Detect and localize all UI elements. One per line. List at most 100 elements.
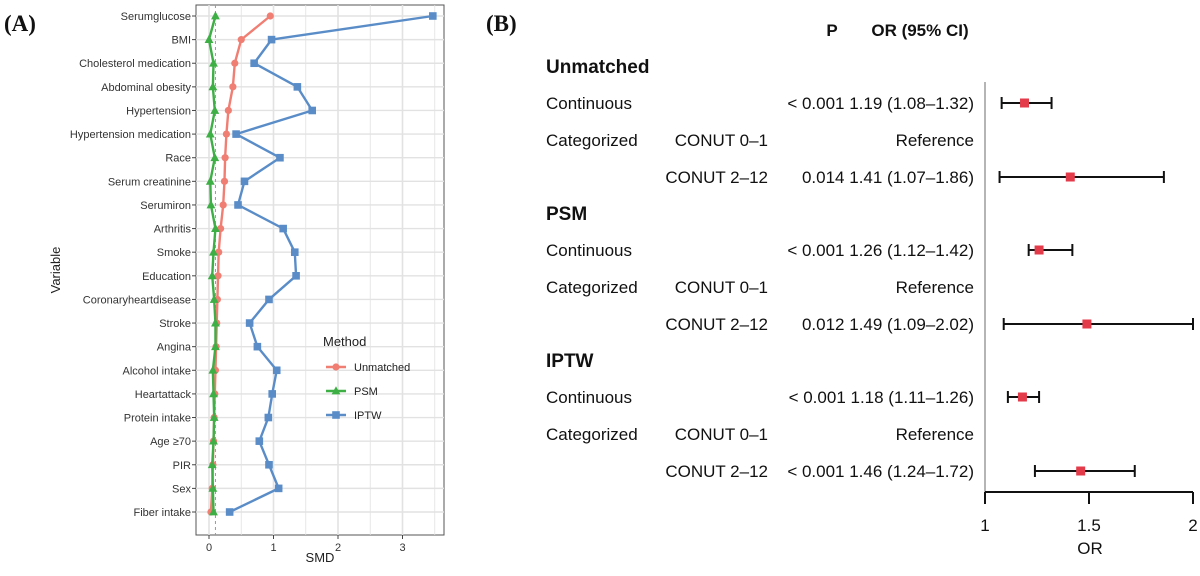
data-point-psm bbox=[211, 318, 220, 327]
data-point-psm bbox=[208, 365, 218, 374]
data-point-unmatched bbox=[214, 272, 222, 280]
data-point-iptw bbox=[232, 130, 240, 138]
variable-label: Stroke bbox=[159, 318, 191, 330]
data-point-unmatched bbox=[222, 130, 231, 138]
forest-reference-text: Reference bbox=[896, 278, 974, 297]
forest-row-sublabel: CONUT 0–1 bbox=[675, 425, 768, 444]
forest-or-point bbox=[1020, 98, 1030, 108]
forest-row-label: Categorized bbox=[546, 278, 638, 297]
data-point-iptw bbox=[274, 484, 283, 493]
data-point-psm bbox=[211, 223, 220, 232]
smd-x-ticks: 0 1 2 3 bbox=[206, 535, 406, 554]
variable-label: BMI bbox=[171, 35, 191, 47]
data-point-iptw bbox=[225, 508, 234, 516]
x-tick-label: 3 bbox=[399, 542, 405, 554]
x-tick-label: 0 bbox=[206, 542, 212, 554]
series-iptw bbox=[225, 12, 437, 516]
data-point-iptw bbox=[245, 319, 254, 327]
data-point-psm bbox=[209, 389, 218, 398]
forest-row-label: Categorized bbox=[546, 425, 638, 444]
forest-x-axis: 1 1.5 2 bbox=[980, 491, 1198, 535]
data-point-psm bbox=[211, 341, 220, 351]
forest-or-point bbox=[1082, 319, 1092, 329]
legend-marker-psm bbox=[331, 386, 341, 395]
data-point-iptw bbox=[293, 83, 302, 91]
data-point-unmatched bbox=[237, 36, 245, 44]
forest-x-tick-label: 2 bbox=[1188, 516, 1197, 535]
data-point-iptw bbox=[240, 177, 249, 186]
variable-label: Protein intake bbox=[124, 413, 191, 425]
smd-legend: Method Unmatched PSM IPTW bbox=[323, 334, 410, 422]
forest-p-or-text: < 0.001 1.19 (1.08–1.32) bbox=[787, 94, 974, 113]
smd-series-layer bbox=[204, 11, 437, 516]
smd-y-axis-title: Variable bbox=[48, 247, 63, 294]
forest-or-point bbox=[1065, 172, 1075, 182]
forest-p-or-text: 0.014 1.41 (1.07–1.86) bbox=[802, 168, 974, 187]
data-point-psm bbox=[208, 483, 218, 492]
variable-label: Coronaryheartdisease bbox=[83, 294, 191, 306]
forest-plot-panel: P OR (95% CI) Unmatched Continuous < 0.001… bbox=[546, 21, 1198, 558]
variable-label: Angina bbox=[157, 342, 192, 354]
data-point-iptw bbox=[265, 460, 273, 469]
data-point-psm bbox=[205, 129, 215, 138]
forest-row-sublabel: CONUT 0–1 bbox=[675, 131, 768, 150]
forest-row-label: Continuous bbox=[546, 94, 632, 113]
forest-group-iptw: IPTW Continuous < 0.001 1.18 (1.11–1.26) Ca… bbox=[546, 351, 1136, 481]
legend-title: Method bbox=[323, 334, 366, 349]
forest-header-p: P bbox=[826, 21, 837, 40]
data-point-iptw bbox=[268, 390, 277, 398]
forest-row-label: Continuous bbox=[546, 241, 632, 260]
data-point-unmatched bbox=[219, 201, 227, 209]
data-point-psm bbox=[205, 176, 215, 185]
data-point-psm bbox=[209, 247, 218, 256]
legend-label: PSM bbox=[354, 386, 378, 398]
forest-or-point bbox=[1076, 466, 1086, 476]
data-point-psm bbox=[209, 507, 218, 516]
variable-label: Abdominal obesity bbox=[101, 82, 191, 94]
variable-label: PIR bbox=[173, 460, 191, 472]
data-point-iptw bbox=[279, 224, 287, 233]
variable-label: Hypertension bbox=[126, 105, 191, 117]
forest-header-or: OR (95% CI) bbox=[871, 21, 968, 40]
data-point-unmatched bbox=[221, 154, 229, 162]
smd-variable-labels: Serumglucose BMI Cholesterol medication Abd… bbox=[70, 11, 196, 519]
data-point-psm bbox=[209, 58, 218, 67]
forest-reference-text: Reference bbox=[896, 131, 974, 150]
variable-label: Serumglucose bbox=[121, 11, 191, 23]
x-tick-label: 1 bbox=[270, 542, 276, 554]
variable-label: Alcohol intake bbox=[123, 365, 192, 377]
data-point-unmatched bbox=[231, 59, 239, 67]
variable-label: Smoke bbox=[157, 247, 191, 259]
data-point-iptw bbox=[234, 201, 242, 209]
data-point-psm bbox=[211, 11, 220, 20]
data-point-iptw bbox=[272, 366, 281, 375]
variable-label: Education bbox=[142, 271, 191, 283]
forest-p-or-text: < 0.001 1.46 (1.24–1.72) bbox=[787, 462, 974, 481]
variable-label: Age ≥70 bbox=[150, 436, 191, 448]
forest-p-or-text: 0.012 1.49 (1.09–2.02) bbox=[802, 315, 974, 334]
data-point-iptw bbox=[290, 248, 299, 256]
variable-label: Fiber intake bbox=[134, 507, 191, 519]
legend-label: Unmatched bbox=[354, 362, 410, 374]
forest-row-sublabel: CONUT 2–12 bbox=[665, 168, 768, 187]
series-line-iptw bbox=[229, 14, 433, 514]
data-point-iptw bbox=[292, 272, 300, 280]
forest-p-or-text: < 0.001 1.18 (1.11–1.26) bbox=[789, 388, 974, 407]
forest-row-label: Categorized bbox=[546, 131, 638, 150]
variable-label: Serum creatinine bbox=[108, 176, 191, 188]
forest-row-sublabel: CONUT 2–12 bbox=[665, 315, 768, 334]
data-point-psm bbox=[210, 105, 220, 114]
forest-x-tick-label: 1.5 bbox=[1077, 516, 1101, 535]
data-point-unmatched bbox=[266, 12, 274, 20]
variable-label: Race bbox=[165, 153, 191, 165]
smd-plot-panel: Serumglucose BMI Cholesterol medication Abd… bbox=[48, 4, 445, 565]
data-point-unmatched bbox=[224, 106, 232, 115]
forest-row-label: Continuous bbox=[546, 388, 632, 407]
data-point-psm bbox=[207, 271, 217, 280]
forest-x-axis-title: OR bbox=[1077, 539, 1103, 558]
forest-reference-text: Reference bbox=[896, 425, 974, 444]
panel-label-a: (A) bbox=[4, 11, 36, 36]
data-point-iptw bbox=[267, 35, 276, 44]
forest-row-sublabel: CONUT 2–12 bbox=[665, 462, 768, 481]
